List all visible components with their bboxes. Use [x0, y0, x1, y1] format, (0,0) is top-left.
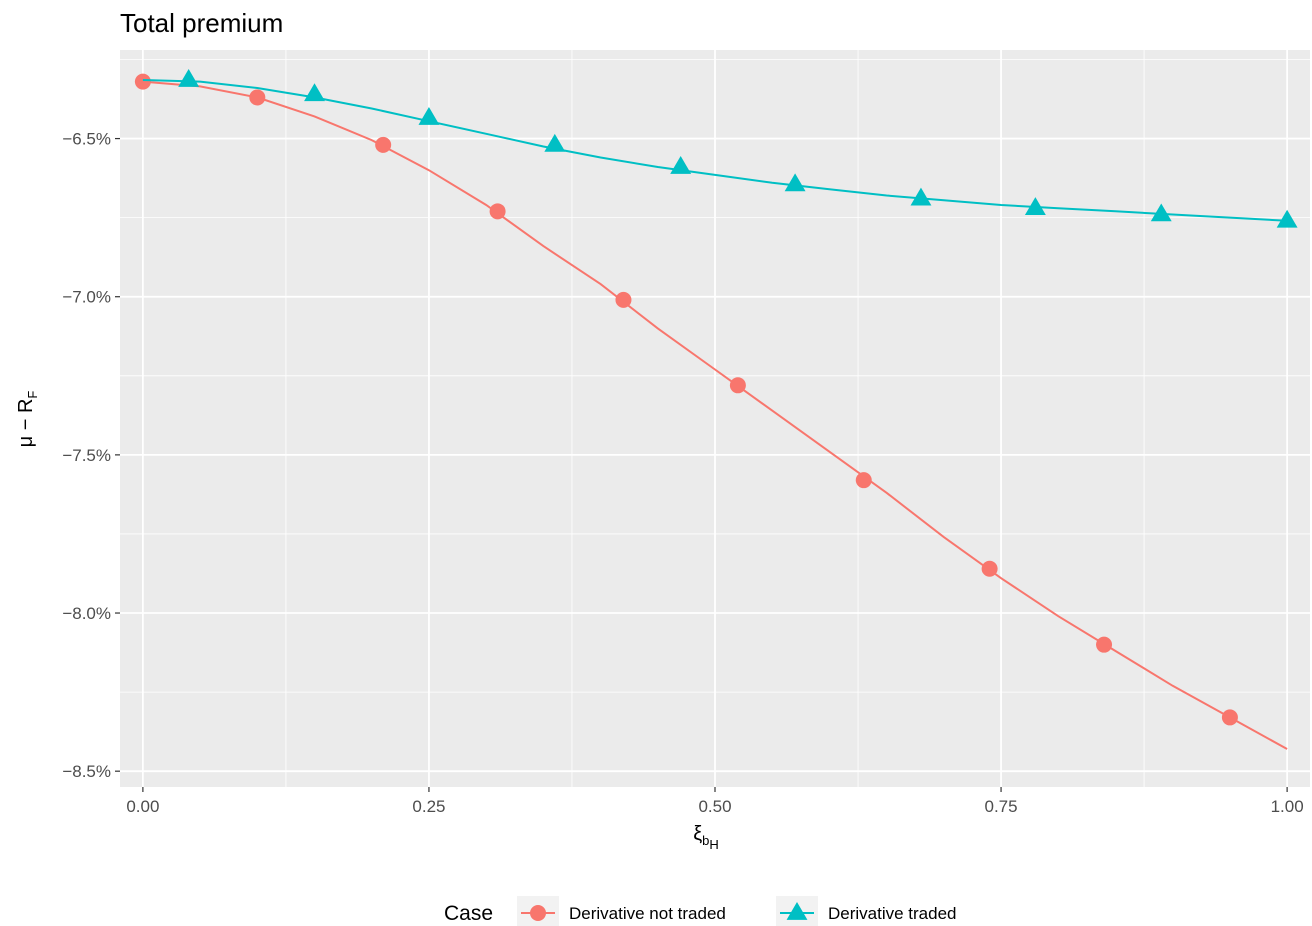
legend-key-derivative-traded: [776, 896, 818, 926]
y-axis-title: μ − RF: [15, 391, 40, 448]
grid: [120, 50, 1310, 787]
data-point: [489, 203, 506, 220]
series-line: [142, 80, 1288, 750]
series-line: [142, 79, 1288, 222]
data-point: [910, 187, 932, 206]
y-tick-label: −8.5%: [62, 762, 111, 781]
y-tick-label: −6.5%: [62, 130, 111, 149]
series-1: [142, 69, 1298, 228]
data-point: [544, 133, 566, 152]
legend-title: Case: [444, 902, 493, 925]
x-tick-label: 0.50: [698, 797, 731, 816]
chart-title: Total premium: [120, 8, 283, 38]
y-tick-label: −7.0%: [62, 288, 111, 307]
data-point: [375, 136, 392, 153]
data-point: [1221, 709, 1238, 726]
y-tick-label: −8.0%: [62, 604, 111, 623]
data-point: [1024, 197, 1046, 215]
legend-label-derivative-not-traded: Derivative not traded: [569, 904, 726, 923]
legend: Case Derivative not traded Derivative tr…: [444, 896, 957, 926]
y-tick-label: −7.5%: [62, 446, 111, 465]
data-point: [615, 291, 632, 308]
data-point: [418, 107, 440, 125]
legend-key-marker: [530, 905, 546, 921]
series-layer: [134, 69, 1298, 750]
data-point: [134, 73, 151, 90]
x-tick-label: 0.25: [412, 797, 445, 816]
data-point: [670, 156, 692, 174]
data-point: [1150, 203, 1172, 222]
data-point: [981, 560, 998, 577]
legend-key-derivative-not-traded: [517, 896, 559, 926]
data-point: [729, 377, 746, 394]
data-point: [178, 69, 200, 87]
x-tick-label: 0.00: [126, 797, 159, 816]
x-tick-label: 1.00: [1271, 797, 1304, 816]
data-point: [1096, 636, 1113, 653]
legend-key-marker: [786, 902, 808, 920]
data-point: [1276, 209, 1298, 228]
legend-label-derivative-traded: Derivative traded: [828, 904, 957, 923]
x-tick-label: 0.75: [985, 797, 1018, 816]
data-point: [784, 173, 806, 192]
x-axis: 0.00 0.25 0.50 0.75 1.00: [126, 787, 1304, 816]
x-axis-title: ξbH: [693, 823, 719, 852]
data-point: [249, 89, 266, 106]
data-point: [855, 472, 872, 489]
series-0: [134, 73, 1288, 750]
data-point: [304, 83, 325, 102]
y-axis: −6.5% −7.0% −7.5% −8.0% −8.5%: [62, 130, 120, 781]
